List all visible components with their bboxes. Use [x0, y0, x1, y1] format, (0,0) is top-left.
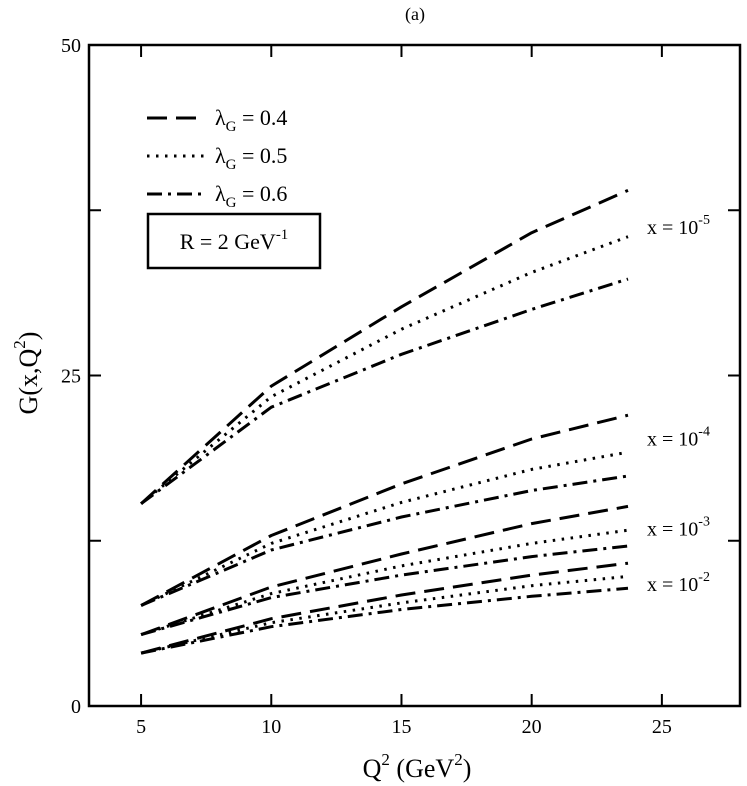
- annotation-box: R = 2 GeV-1: [146, 212, 322, 270]
- y-axis-label-suffix: ): [14, 332, 43, 341]
- series-line-dotted: [140, 235, 629, 505]
- x-tick-label: 20: [522, 716, 542, 738]
- series-line-dashdot: [140, 544, 629, 637]
- series-line-dashed: [140, 189, 629, 505]
- y-tick-label: 25: [61, 366, 81, 388]
- curve-label: x = 10-4: [647, 425, 710, 451]
- annotation-text: R = 2 GeV-1: [180, 227, 289, 254]
- series-layer: [140, 189, 629, 655]
- x-axis-label: Q2 (GeV2): [363, 750, 472, 783]
- series-line-dashed: [140, 413, 629, 607]
- legend: λG = 0.4 λG = 0.5 λG = 0.6: [147, 105, 287, 211]
- x-axis-label-base: Q: [363, 754, 382, 783]
- x-tick-label: 25: [652, 716, 672, 738]
- legend-label: λG = 0.4: [215, 105, 287, 135]
- x-tick-label: 15: [391, 716, 411, 738]
- x-axis-label-sup: 2: [381, 750, 390, 769]
- curve-label: x = 10-3: [647, 514, 710, 540]
- curve-label: x = 10-2: [647, 570, 710, 596]
- x-axis-label-close: ): [463, 754, 472, 783]
- y-axis-label: G(x,Q2): [10, 332, 43, 415]
- annotation-frame: [146, 212, 322, 270]
- x-tick-label: 5: [136, 716, 146, 738]
- series-line-dotted: [140, 574, 629, 655]
- x-tick-label: 10: [261, 716, 281, 738]
- panel-label: (a): [405, 4, 425, 25]
- series-line-dotted: [140, 528, 629, 637]
- curve-label: x = 10-5: [647, 213, 710, 239]
- curve-labels: x = 10-5 x = 10-4 x = 10-3 x = 10-2: [647, 213, 710, 596]
- series-line-dashdot: [140, 277, 629, 505]
- y-axis-label-sup: 2: [10, 340, 29, 349]
- legend-label: λG = 0.5: [215, 143, 287, 173]
- axes: 5 10 15 20 25 0 25 50: [61, 35, 740, 738]
- x-axis-label-unit-sup: 2: [454, 750, 463, 769]
- series-line-dashdot: [140, 586, 629, 655]
- series-line-dashed: [140, 561, 629, 655]
- y-tick-label: 50: [61, 35, 81, 57]
- x-axis-label-unit: (GeV: [390, 754, 454, 783]
- y-axis-label-prefix: G(x,Q: [14, 349, 43, 415]
- series-line-dotted: [140, 450, 629, 607]
- series-line-dashed: [140, 504, 629, 637]
- series-line-dashdot: [140, 474, 629, 607]
- legend-label: λG = 0.6: [215, 181, 287, 211]
- y-tick-label: 0: [71, 696, 81, 718]
